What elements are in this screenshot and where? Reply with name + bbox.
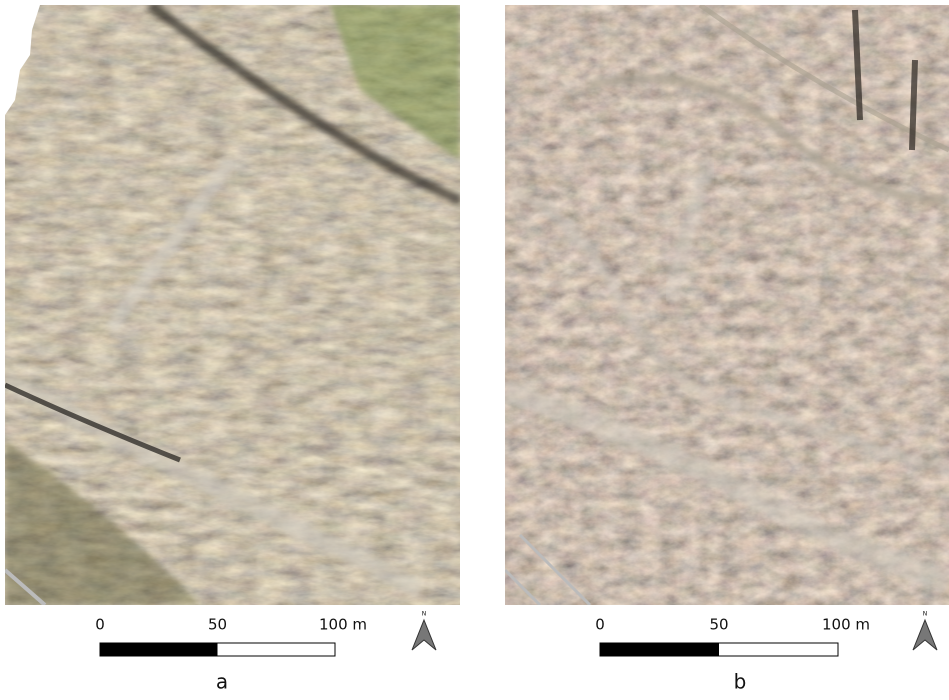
figure: 0 50 100 m Na 0 50 100 m Nb xyxy=(0,0,949,700)
north-arrow xyxy=(412,620,436,650)
scale-label: 100 m xyxy=(822,616,870,634)
scale-label: 50 xyxy=(709,616,728,634)
scale-label: 50 xyxy=(208,616,227,634)
scale-label: 0 xyxy=(595,616,605,634)
aerial-image-b xyxy=(505,5,949,605)
scale-bar-black xyxy=(100,643,218,656)
scale-bar-black xyxy=(600,643,719,656)
panel-label: b xyxy=(734,670,747,694)
aerial-image-a xyxy=(0,0,460,605)
scale-label: 0 xyxy=(95,616,105,634)
north-arrow xyxy=(913,620,937,650)
scale-label: 100 m xyxy=(319,616,367,634)
panel-label: a xyxy=(216,670,228,694)
north-label: N xyxy=(422,611,427,618)
north-label: N xyxy=(923,611,928,618)
